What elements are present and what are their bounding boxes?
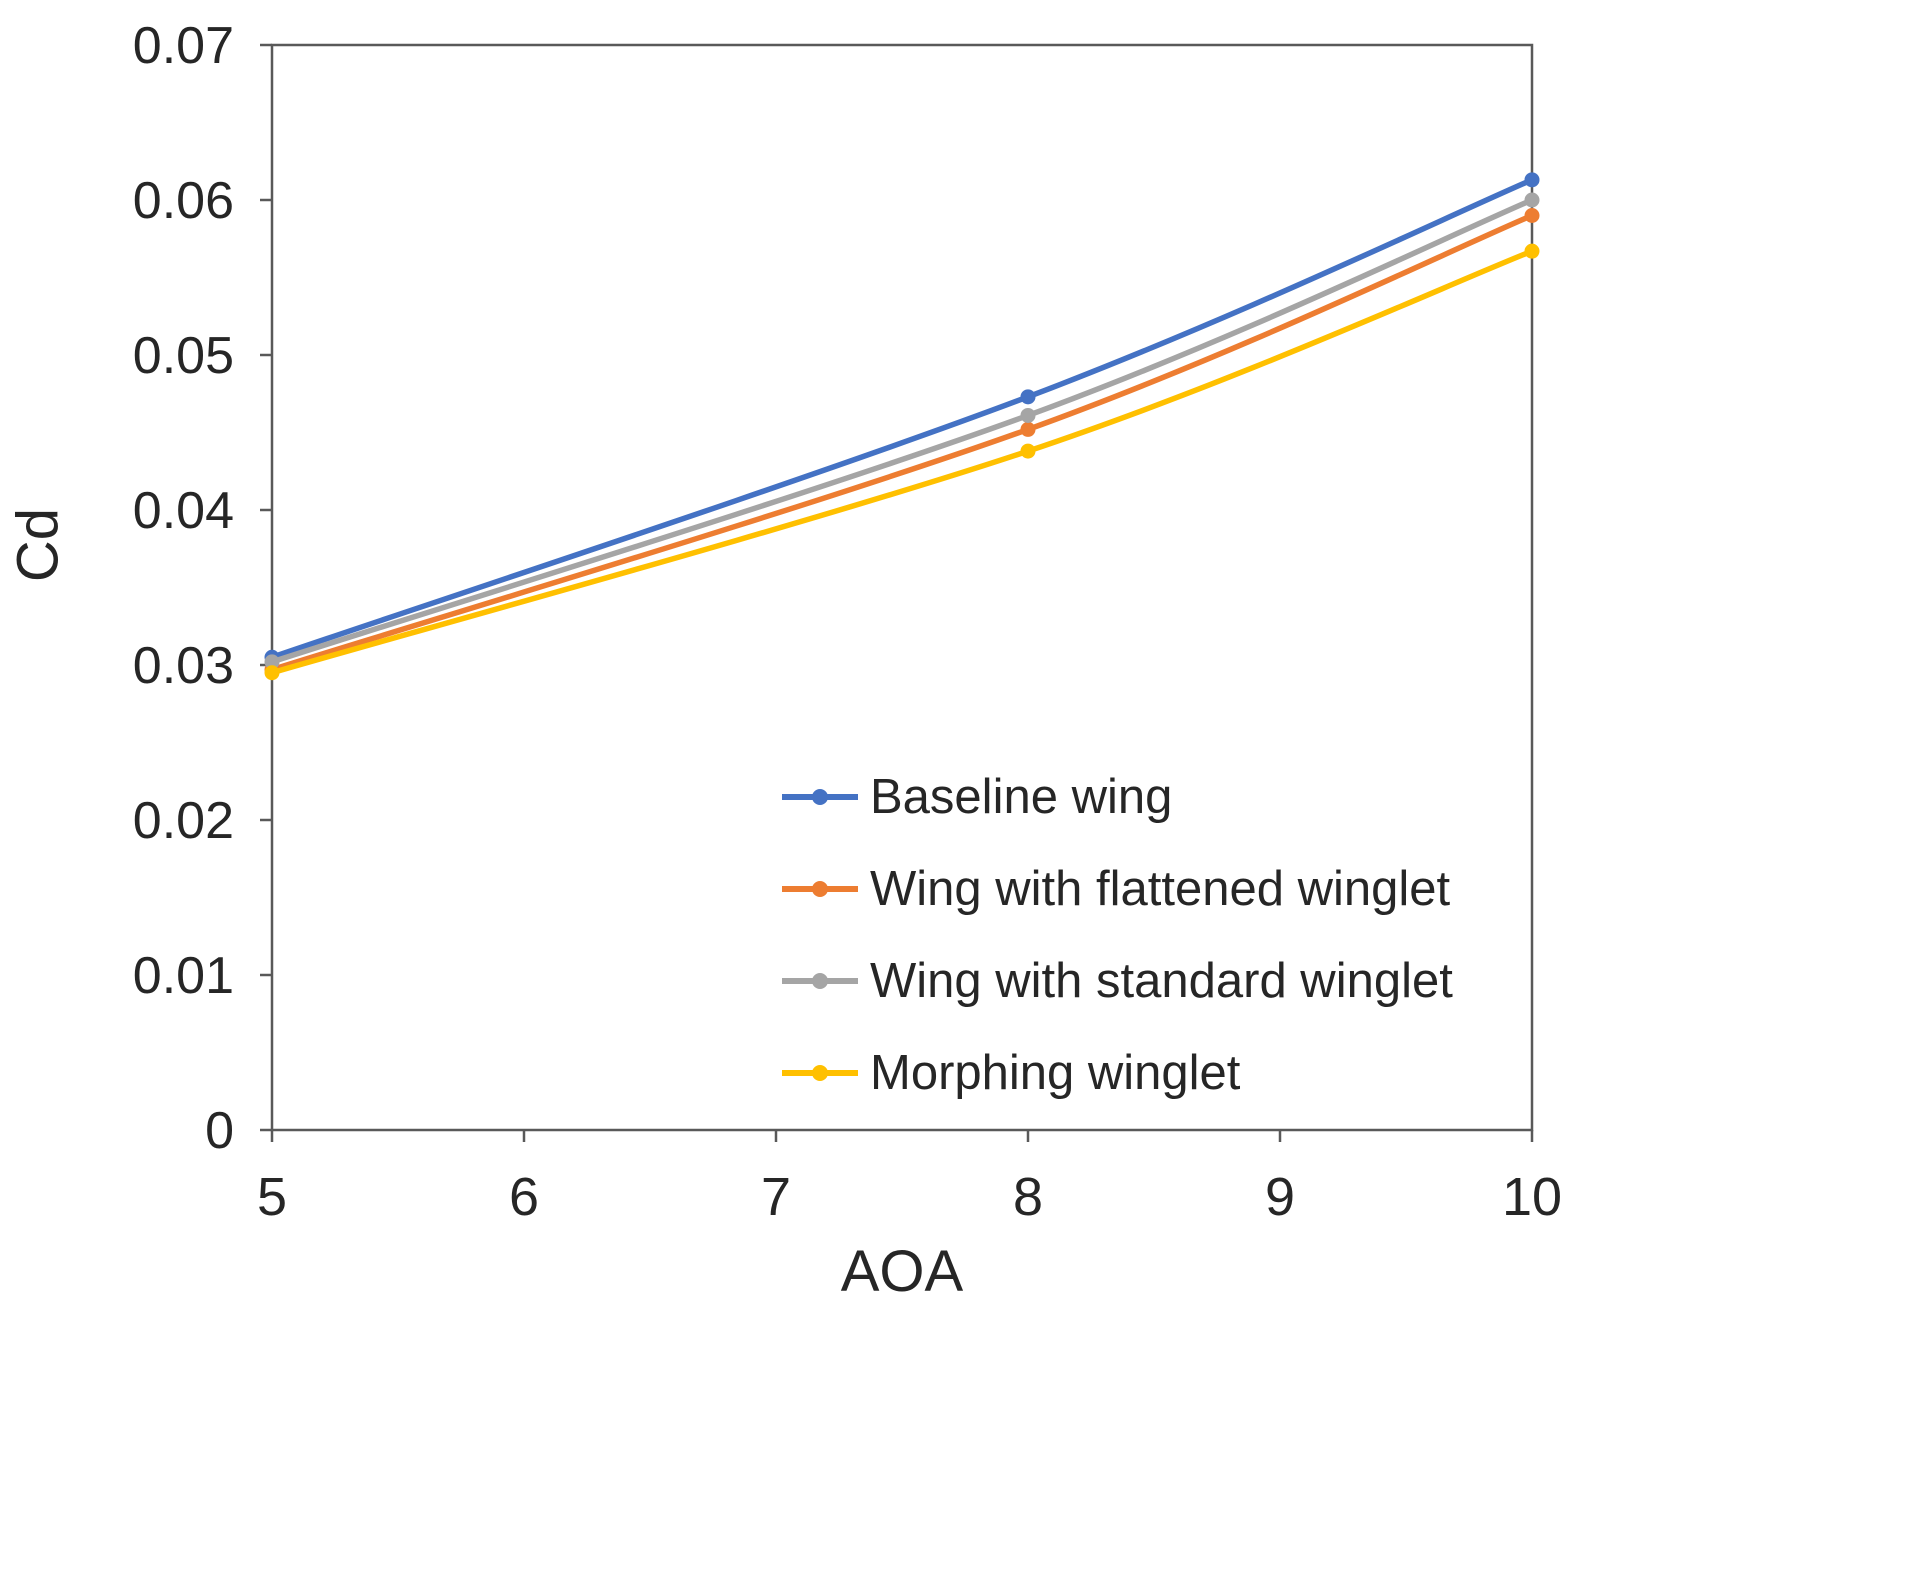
x-tick-label: 6 (509, 1167, 539, 1227)
legend-item: Baseline wing (780, 772, 1453, 822)
y-tick-label: 0.05 (133, 327, 234, 385)
y-tick-label: 0.01 (133, 947, 234, 1005)
series-marker-0 (1020, 389, 1036, 405)
legend-item: Morphing winglet (780, 1048, 1453, 1098)
series-marker-2 (1524, 192, 1540, 208)
series-marker-2 (1020, 407, 1036, 423)
series-line-2 (269, 197, 1535, 665)
x-tick-label: 8 (1013, 1167, 1043, 1227)
series-marker-1 (1524, 208, 1540, 223)
y-tick-label: 0.03 (133, 637, 234, 695)
legend: Baseline wing Wing with flattened wingle… (780, 772, 1453, 1098)
legend-marker-baseline-icon (782, 789, 858, 805)
plot-frame (270, 43, 1534, 1132)
legend-label: Morphing winglet (870, 1046, 1241, 1100)
y-axis-title: Cd (5, 507, 71, 583)
x-axis-title: AOA (840, 1239, 964, 1304)
legend-label: Baseline wing (870, 770, 1173, 824)
series-line-0 (269, 177, 1535, 660)
x-tick-label: 5 (257, 1167, 287, 1227)
y-tick-label: 0.02 (133, 792, 234, 850)
legend-marker-morphing-icon (782, 1065, 858, 1081)
legend-item: Wing with flattened winglet (780, 864, 1453, 914)
y-tick-label: 0.06 (133, 172, 234, 230)
series-line-1 (269, 212, 1535, 673)
series-marker-1 (1020, 421, 1036, 437)
series-marker-3 (1020, 443, 1036, 459)
legend-marker-flattened-icon (782, 881, 858, 897)
legend-marker-standard-icon (782, 973, 858, 989)
series-marker-3 (264, 665, 280, 681)
y-tick-label: 0.07 (133, 17, 234, 75)
y-tick-label: 0.04 (133, 482, 234, 540)
legend-label: Wing with standard winglet (870, 954, 1453, 1008)
series-marker-3 (1524, 243, 1540, 259)
legend-label: Wing with flattened winglet (870, 862, 1451, 916)
x-tick-label: 7 (761, 1167, 791, 1227)
series-marker-0 (1524, 172, 1540, 188)
series-line-3 (269, 248, 1535, 676)
x-tick-label: 9 (1265, 1167, 1295, 1227)
x-tick-label: 10 (1502, 1167, 1562, 1227)
legend-item: Wing with standard winglet (780, 956, 1453, 1006)
series-marker-2 (264, 654, 280, 670)
y-tick-label: 0 (205, 1102, 234, 1160)
